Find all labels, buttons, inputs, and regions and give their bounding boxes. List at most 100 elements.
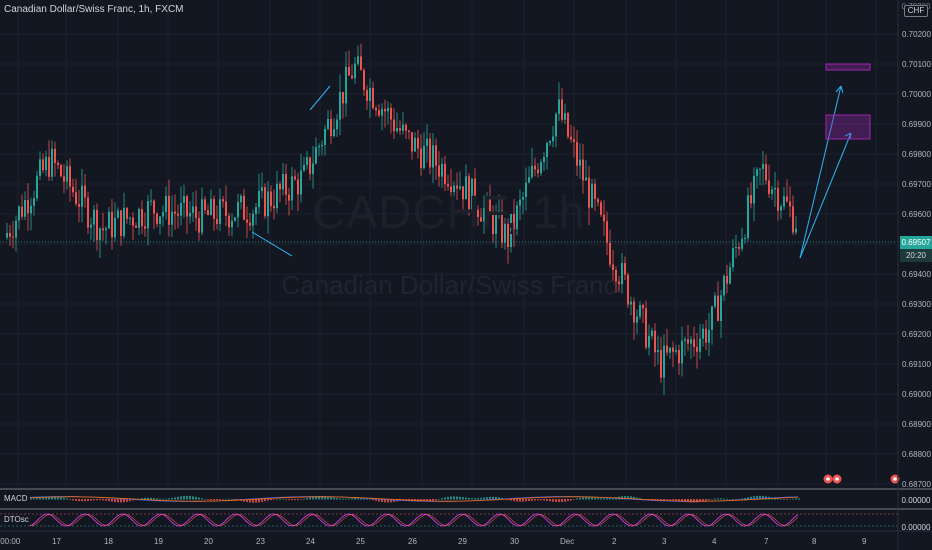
macd-histogram-bar: [597, 498, 599, 500]
macd-histogram-bar: [555, 499, 557, 502]
macd-histogram-bar: [282, 498, 284, 500]
candle-body: [207, 210, 209, 215]
macd-histogram-bar: [273, 499, 275, 500]
candle-body: [528, 177, 530, 183]
macd-histogram-bar: [417, 499, 419, 501]
macd-histogram-bar: [126, 499, 128, 502]
macd-histogram-bar: [72, 499, 74, 501]
macd-histogram-bar: [213, 499, 215, 501]
dtosc-d-line: [29, 514, 799, 526]
candle-body: [195, 206, 197, 218]
macd-histogram-bar: [171, 497, 173, 500]
candle-body: [672, 347, 674, 352]
dtosc-label[interactable]: DTOsc: [4, 515, 29, 524]
macd-histogram-bar: [456, 496, 458, 500]
candle-body: [618, 281, 620, 285]
price-tick-label: 0.68900: [902, 420, 931, 429]
candle-body: [441, 163, 443, 177]
macd-histogram-bar: [141, 498, 143, 500]
target-zone: [825, 114, 871, 140]
time-tick-label: 23: [256, 537, 265, 546]
candle-body: [450, 186, 452, 192]
macd-histogram-bar: [330, 497, 332, 500]
candle-body: [201, 199, 203, 233]
candle-body: [627, 274, 629, 305]
macd-histogram-bar: [420, 499, 422, 501]
macd-histogram-bar: [354, 498, 356, 500]
candle-body: [780, 206, 782, 211]
candle-body: [108, 211, 110, 229]
candle-body: [762, 164, 764, 169]
macd-histogram-bar: [339, 498, 341, 500]
macd-histogram-bar: [660, 499, 662, 501]
macd-histogram-bar: [249, 499, 251, 503]
macd-histogram-bar: [747, 497, 749, 500]
macd-histogram-bar: [33, 498, 35, 500]
macd-histogram-bar: [111, 499, 113, 502]
macd-histogram-bar: [75, 499, 77, 501]
candle-body: [771, 189, 773, 194]
candle-body: [411, 132, 413, 152]
macd-histogram-bar: [252, 499, 254, 503]
macd-histogram-bar: [762, 495, 764, 500]
candle-body: [786, 196, 788, 202]
macd-histogram-bar: [411, 499, 413, 501]
macd-histogram-bar: [324, 496, 326, 500]
candle-body: [660, 349, 662, 378]
macd-histogram-bar: [627, 496, 629, 500]
macd-histogram-bar: [678, 499, 680, 501]
macd-histogram-bar: [309, 497, 311, 500]
macd-histogram-bar: [393, 499, 395, 502]
macd-histogram-bar: [84, 499, 86, 502]
macd-histogram-bar: [741, 498, 743, 500]
macd-histogram-bar: [216, 499, 218, 501]
candle-body: [132, 217, 134, 226]
candle-body: [171, 211, 173, 225]
price-tick-label: 0.69700: [902, 180, 931, 189]
macd-label[interactable]: MACD: [4, 494, 28, 503]
candle-body: [75, 192, 77, 204]
candle-body: [279, 183, 281, 190]
candle-body: [111, 211, 113, 238]
time-tick-label: :00:00: [0, 537, 21, 546]
projection-arrow: [799, 132, 852, 259]
candle-body: [687, 339, 689, 344]
candle-body: [234, 217, 236, 221]
macd-histogram-bar: [753, 496, 755, 500]
candle-body: [273, 205, 275, 209]
candle-body: [564, 113, 566, 120]
macd-histogram-bar: [723, 498, 725, 500]
macd-histogram-bar: [783, 499, 785, 500]
candle-body: [102, 228, 104, 231]
candle-body: [519, 199, 521, 206]
currency-badge[interactable]: CHF: [904, 5, 928, 17]
macd-histogram-bar: [534, 499, 536, 501]
candle-body: [204, 199, 206, 211]
candle-body: [768, 180, 770, 194]
candle-body: [45, 156, 47, 171]
macd-histogram-bar: [210, 499, 212, 501]
chart-title: Canadian Dollar/Swiss Franc, 1h, FXCM: [4, 4, 184, 15]
candle-body: [708, 329, 710, 343]
macd-histogram-bar: [549, 499, 551, 502]
candle-body: [57, 162, 59, 166]
macd-histogram-bar: [288, 499, 290, 500]
candle-body: [387, 107, 389, 112]
macd-histogram-bar: [777, 498, 779, 500]
macd-histogram-bar: [174, 497, 176, 500]
candle-body: [12, 236, 14, 238]
macd-histogram-bar: [567, 499, 569, 502]
macd-histogram-bar: [744, 497, 746, 500]
candle-body: [435, 145, 437, 166]
candle-body: [333, 129, 335, 137]
macd-histogram-bar: [789, 498, 791, 500]
arrow-head: [835, 85, 844, 94]
macd-histogram-bar: [573, 499, 575, 500]
macd-histogram-bar: [588, 497, 590, 500]
macd-histogram-bar: [609, 498, 611, 500]
macd-histogram-bar: [480, 497, 482, 500]
candle-body: [117, 210, 119, 218]
macd-histogram-bar: [795, 498, 797, 500]
candle-body: [669, 347, 671, 353]
